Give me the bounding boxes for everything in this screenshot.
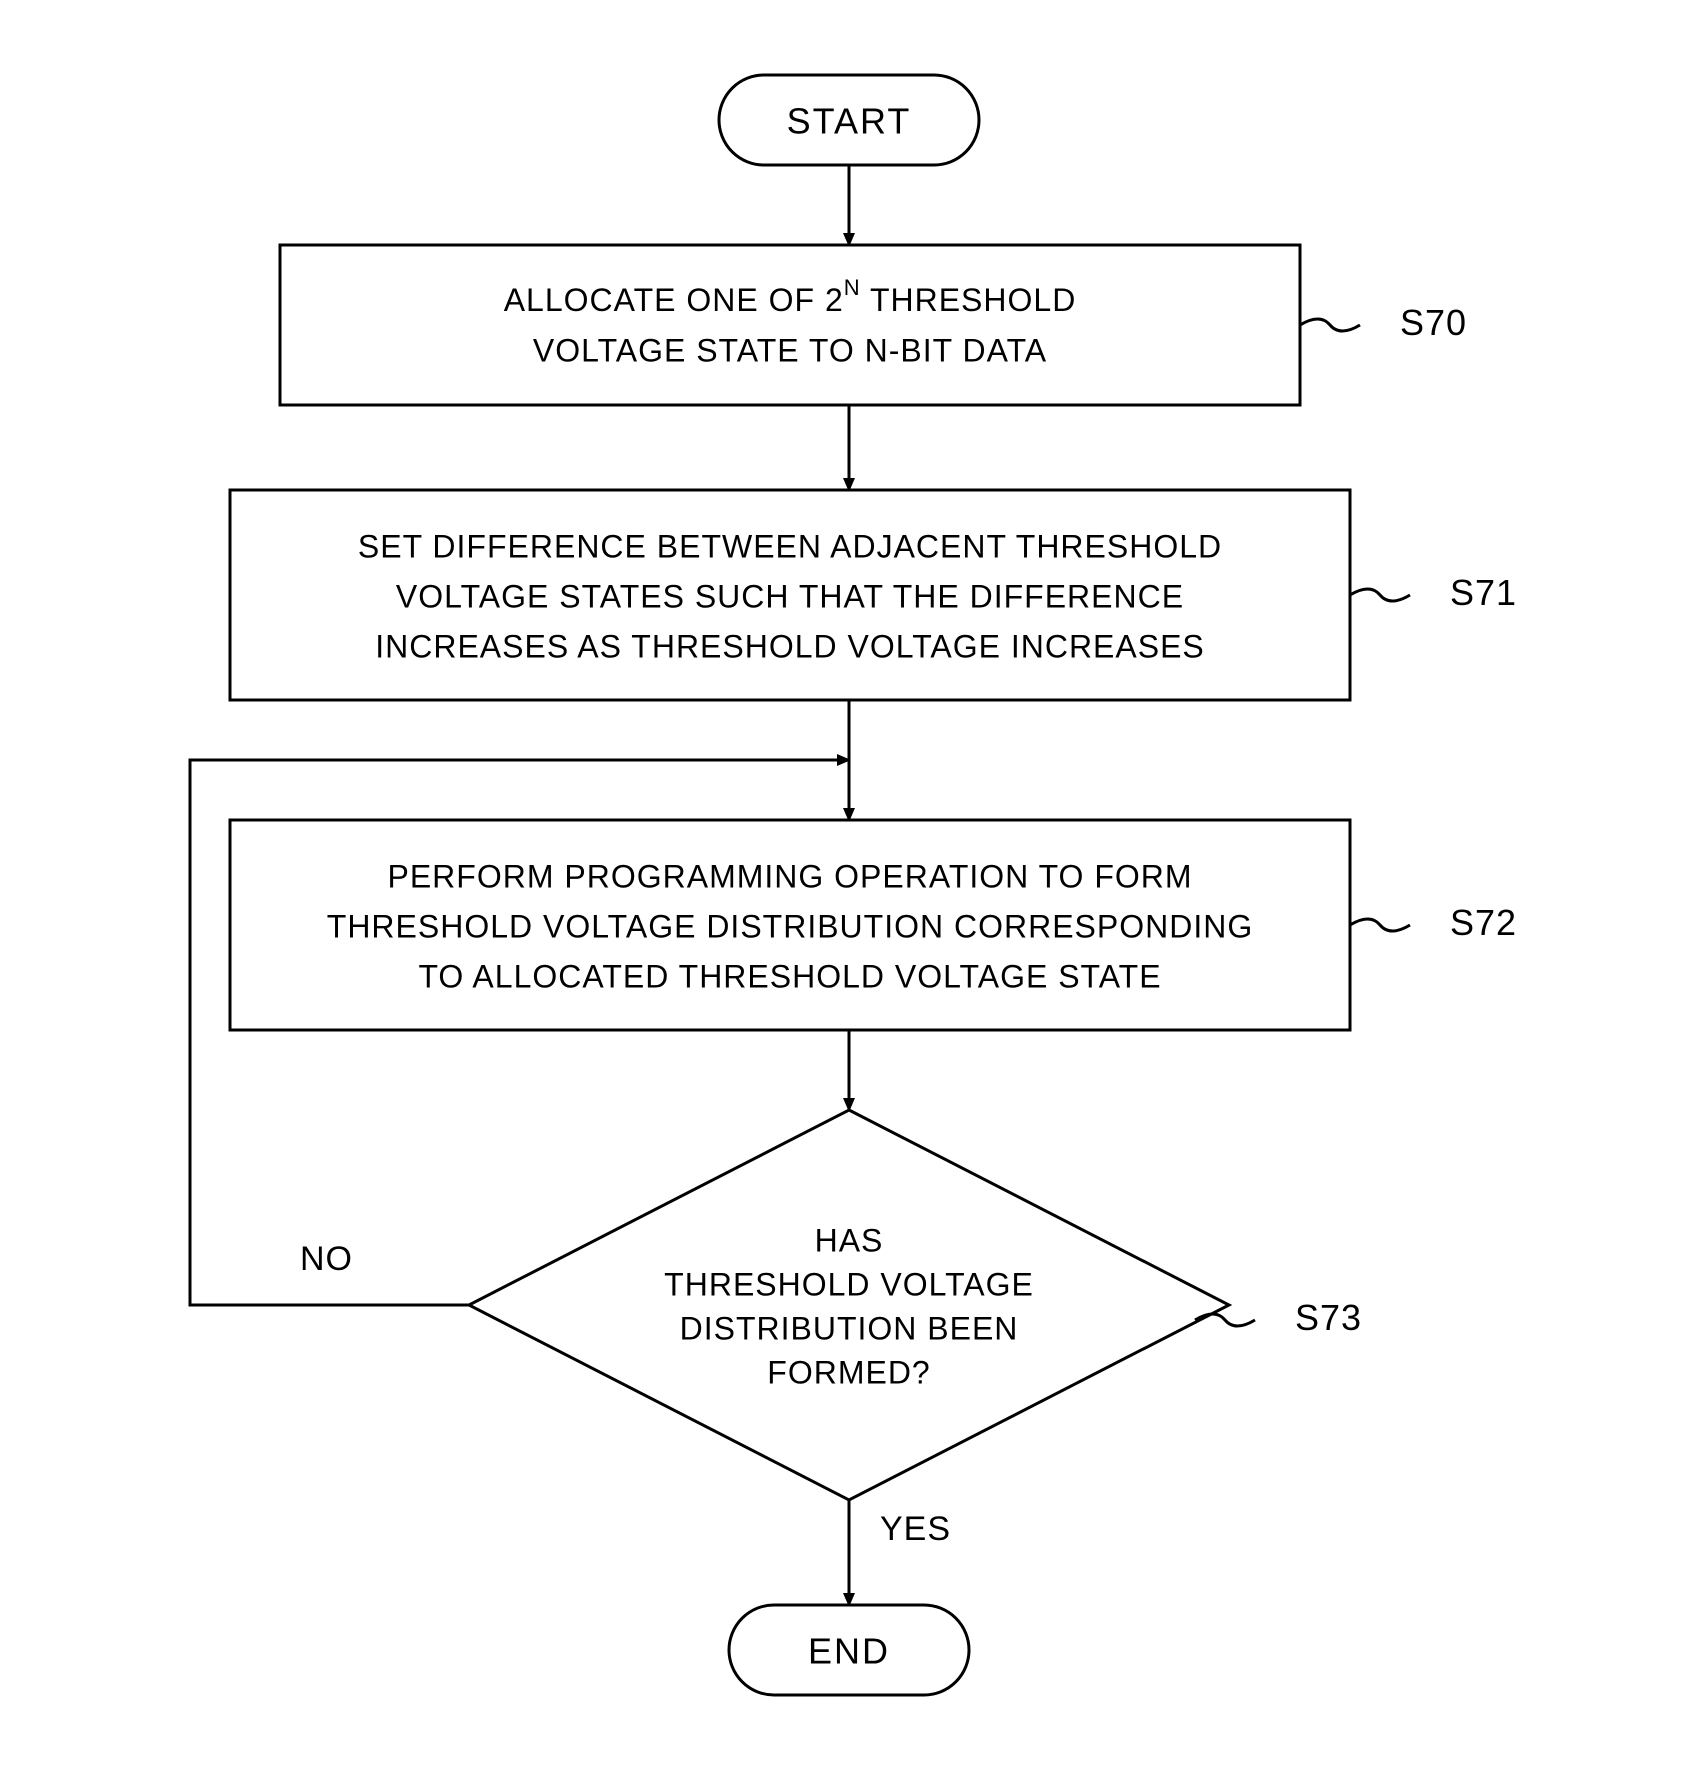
process-s70 (280, 245, 1300, 405)
decision-text-s73-0: HAS (815, 1222, 884, 1258)
ref-tick-s73 (1195, 1314, 1255, 1326)
ref-tick-s72 (1350, 919, 1410, 931)
ref-label-s70: S70 (1400, 302, 1467, 343)
decision-text-s73-3: FORMED? (767, 1354, 930, 1390)
ref-tick-s70 (1300, 319, 1360, 331)
ref-tick-s71 (1350, 589, 1410, 601)
terminal-label-end: END (808, 1631, 890, 1672)
process-text-s72-2: TO ALLOCATED THRESHOLD VOLTAGE STATE (418, 958, 1161, 994)
process-text-s71-1: VOLTAGE STATES SUCH THAT THE DIFFERENCE (396, 578, 1184, 614)
ref-label-s71: S71 (1450, 572, 1517, 613)
process-text-s71-2: INCREASES AS THRESHOLD VOLTAGE INCREASES (375, 628, 1205, 664)
edge-label-e5_yes: YES (880, 1510, 951, 1548)
ref-label-s72: S72 (1450, 902, 1517, 943)
process-text-s70-1: VOLTAGE STATE TO N-BIT DATA (533, 332, 1047, 368)
flowchart-canvas: STARTALLOCATE ONE OF 2N THRESHOLDVOLTAGE… (0, 0, 1698, 1769)
process-text-s72-0: PERFORM PROGRAMMING OPERATION TO FORM (387, 858, 1192, 894)
terminal-label-start: START (787, 101, 912, 142)
decision-text-s73-2: DISTRIBUTION BEEN (680, 1310, 1019, 1346)
decision-s73 (469, 1110, 1229, 1500)
edge-label-e6_no: NO (300, 1240, 353, 1278)
decision-text-s73-1: THRESHOLD VOLTAGE (664, 1266, 1034, 1302)
process-text-s72-1: THRESHOLD VOLTAGE DISTRIBUTION CORRESPON… (327, 908, 1253, 944)
process-text-s71-0: SET DIFFERENCE BETWEEN ADJACENT THRESHOL… (358, 528, 1222, 564)
ref-label-s73: S73 (1295, 1297, 1362, 1338)
